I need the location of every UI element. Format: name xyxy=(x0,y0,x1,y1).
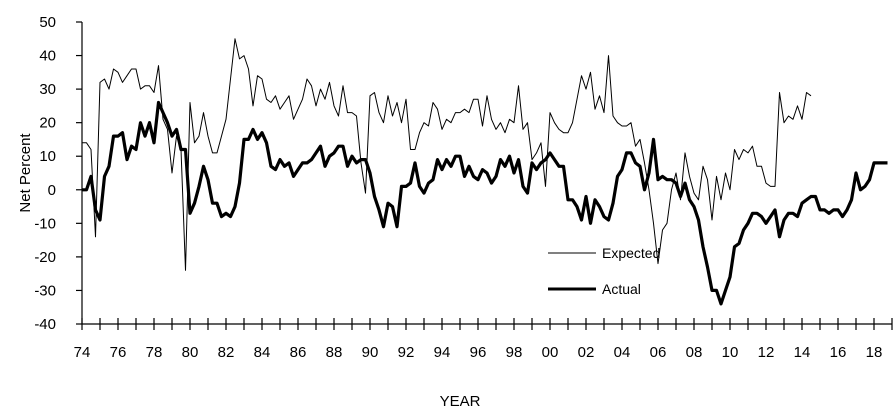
y-tick-label: 20 xyxy=(39,115,56,132)
x-tick-label: 74 xyxy=(74,344,91,361)
x-tick-label: 76 xyxy=(110,344,127,361)
x-tick-label: 94 xyxy=(434,344,451,361)
y-tick-label: 50 xyxy=(39,14,56,31)
x-tick-label: 82 xyxy=(218,344,235,361)
x-tick-label: 78 xyxy=(146,344,163,361)
series-line-actual xyxy=(82,100,888,306)
x-tick-label: 14 xyxy=(794,344,811,361)
y-axis-title: Net Percent xyxy=(17,133,34,213)
x-tick-label: 04 xyxy=(614,344,631,361)
y-tick-label: 0 xyxy=(48,182,56,199)
legend: Expected Actual xyxy=(548,245,660,297)
y-tick-label: 30 xyxy=(39,81,56,98)
series-line-expected xyxy=(82,38,812,271)
x-tick-label: 84 xyxy=(254,344,271,361)
x-tick-label: 00 xyxy=(542,344,559,361)
x-tick-label: 88 xyxy=(326,344,343,361)
x-tick-label: 86 xyxy=(290,344,307,361)
x-tick-label: 80 xyxy=(182,344,199,361)
x-tick-label: 02 xyxy=(578,344,595,361)
y-axis-ticks: -40 -30 -20 -10 0 10 20 30 40 50 xyxy=(34,14,82,333)
y-tick-label: 10 xyxy=(39,148,56,165)
y-tick-label: 40 xyxy=(39,48,56,65)
x-tick-label: 90 xyxy=(362,344,379,361)
legend-label-expected: Expected xyxy=(602,245,660,261)
x-axis-title: YEAR xyxy=(440,393,481,410)
y-tick-label: -10 xyxy=(34,215,56,232)
legend-label-actual: Actual xyxy=(602,281,641,297)
x-tick-label: 12 xyxy=(758,344,775,361)
y-tick-label: -30 xyxy=(34,282,56,299)
y-tick-label: -40 xyxy=(34,316,56,333)
x-tick-label: 16 xyxy=(830,344,847,361)
x-tick-label: 10 xyxy=(722,344,739,361)
x-tick-label: 98 xyxy=(506,344,523,361)
x-tick-label: 06 xyxy=(650,344,667,361)
x-tick-label: 92 xyxy=(398,344,415,361)
series-layer xyxy=(82,38,888,306)
x-tick-label: 96 xyxy=(470,344,487,361)
x-tick-label: 08 xyxy=(686,344,703,361)
x-tick-label: 18 xyxy=(866,344,883,361)
y-tick-label: -20 xyxy=(34,249,56,266)
